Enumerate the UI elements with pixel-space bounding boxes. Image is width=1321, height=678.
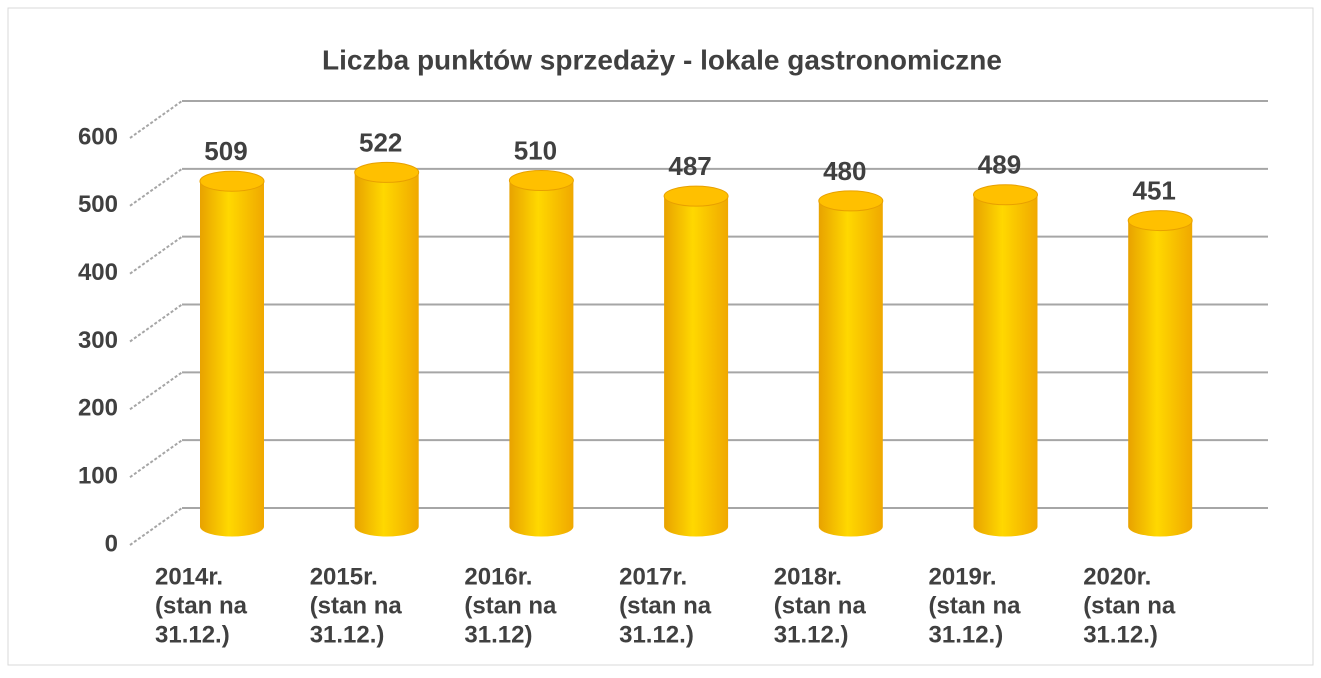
x-tick-label: (stan na xyxy=(464,592,557,619)
bar xyxy=(1128,220,1193,537)
y-tick-label: 0 xyxy=(105,530,118,557)
y-tick-label: 200 xyxy=(78,395,118,422)
bar xyxy=(818,200,883,537)
y-tick-label: 300 xyxy=(78,327,118,354)
value-label: 509 xyxy=(204,136,247,166)
x-tick-label: 31.12.) xyxy=(155,621,230,648)
x-tick-label: (stan na xyxy=(155,592,248,619)
x-tick-label: 31.12.) xyxy=(619,621,694,648)
value-label: 480 xyxy=(823,156,866,186)
x-tick-label: (stan na xyxy=(1083,592,1176,619)
x-tick-label: (stan na xyxy=(929,592,1022,619)
x-tick-label: (stan na xyxy=(619,592,712,619)
bar-top xyxy=(1127,210,1193,232)
bar-top xyxy=(973,184,1038,206)
y-tick-label: 400 xyxy=(78,259,118,286)
grid-line-side xyxy=(129,371,183,411)
x-tick-label: 2018r. xyxy=(774,563,842,590)
value-label: 510 xyxy=(514,135,557,165)
grid-line-side xyxy=(129,303,183,343)
x-tick-label: 2016r. xyxy=(464,563,532,590)
bar-top xyxy=(354,161,420,183)
bar-top xyxy=(199,170,265,192)
x-tick-label: 2017r. xyxy=(619,563,687,590)
grid-line-side xyxy=(129,507,183,546)
value-label: 522 xyxy=(359,127,402,157)
x-tick-label: 31.12.) xyxy=(774,621,849,648)
bar xyxy=(200,181,264,537)
x-tick-label: 31.12) xyxy=(464,621,532,648)
x-tick-label: 2020r. xyxy=(1083,563,1151,590)
bar-top xyxy=(818,190,884,212)
x-tick-label: 2014r. xyxy=(155,563,223,590)
y-tick-label: 600 xyxy=(78,123,118,150)
bar-top xyxy=(663,185,729,207)
bar-top xyxy=(508,170,574,192)
chart-title: Liczba punktów sprzedaży - lokale gastro… xyxy=(322,44,1002,75)
grid-line-side xyxy=(129,235,183,275)
grid-line-side xyxy=(129,439,183,478)
y-tick-label: 500 xyxy=(78,191,118,218)
x-tick-label: 31.12.) xyxy=(929,621,1004,648)
x-tick-label: 31.12.) xyxy=(310,621,385,648)
x-tick-label: (stan na xyxy=(310,592,403,619)
grid-line-side xyxy=(129,168,183,207)
bar xyxy=(664,196,729,537)
bar xyxy=(509,180,574,537)
grid-line-side xyxy=(129,100,183,139)
value-label: 489 xyxy=(978,150,1021,180)
x-tick-label: 2015r. xyxy=(310,563,378,590)
bar xyxy=(973,194,1038,537)
x-tick-label: (stan na xyxy=(774,592,867,619)
x-tick-label: 31.12.) xyxy=(1083,621,1158,648)
y-tick-label: 100 xyxy=(78,463,118,490)
value-label: 487 xyxy=(668,151,711,181)
bar xyxy=(354,172,419,537)
x-tick-label: 2019r. xyxy=(929,563,997,590)
value-label: 451 xyxy=(1133,175,1176,205)
